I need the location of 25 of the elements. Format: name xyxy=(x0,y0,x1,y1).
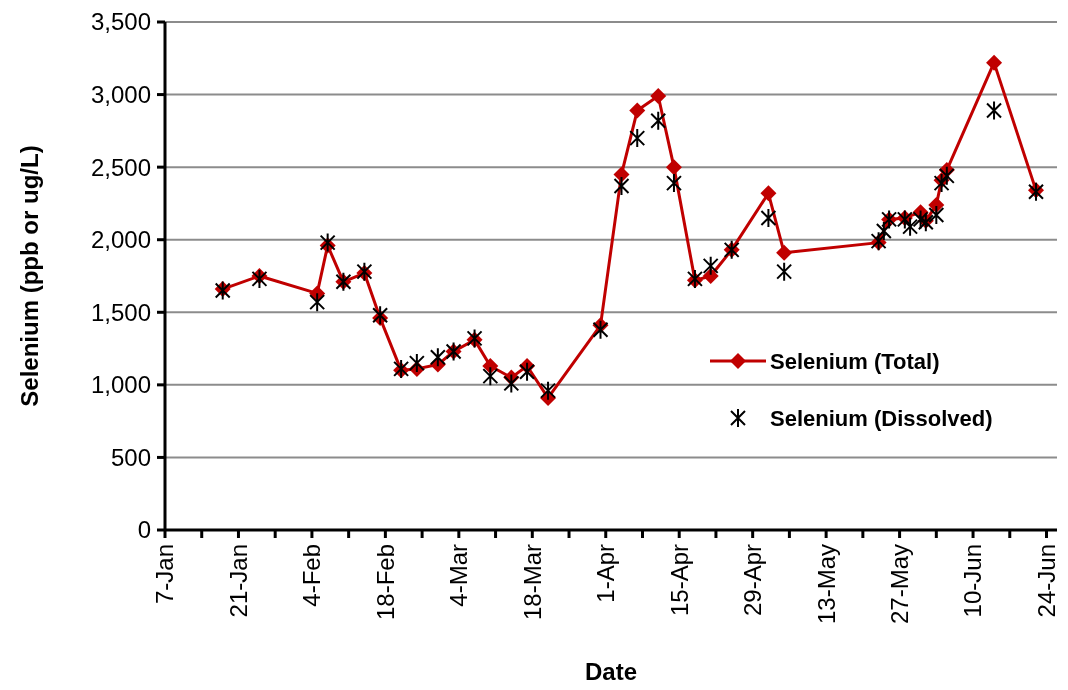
x-tick-label: 24-Jun xyxy=(1032,544,1060,618)
y-tick-label: 3,000 xyxy=(90,80,151,108)
x-tick-label: 4-Mar xyxy=(445,543,473,607)
x-tick-label: 21-Jan xyxy=(224,544,252,618)
x-tick-label: 13-May xyxy=(812,544,840,625)
x-tick-label: 29-Apr xyxy=(739,544,767,617)
x-tick-label: 4-Feb xyxy=(298,544,326,607)
legend-label: Selenium (Total) xyxy=(770,348,940,374)
x-tick-label: 7-Jan xyxy=(151,544,179,605)
y-tick-label: 0 xyxy=(137,516,151,544)
x-axis-title: Date xyxy=(584,658,638,685)
y-tick-label: 2,000 xyxy=(90,226,151,254)
y-tick-label: 500 xyxy=(110,443,151,471)
y-tick-label: 1,000 xyxy=(90,371,151,399)
x-tick-label: 18-Mar xyxy=(518,544,546,621)
y-tick-label: 3,500 xyxy=(90,8,151,36)
y-axis-title: Selenium (ppb or ug/L) xyxy=(16,145,43,407)
x-tick-label: 15-Apr xyxy=(665,544,693,617)
legend-label: Selenium (Dissolved) xyxy=(770,405,993,431)
x-tick-label: 18-Feb xyxy=(371,544,399,621)
x-tick-label: 27-May xyxy=(885,544,913,625)
x-tick-label: 1-Apr xyxy=(592,543,620,603)
x-tick-label: 10-Jun xyxy=(959,544,987,618)
y-tick-label: 2,500 xyxy=(90,153,151,181)
y-tick-label: 1,500 xyxy=(90,298,151,326)
